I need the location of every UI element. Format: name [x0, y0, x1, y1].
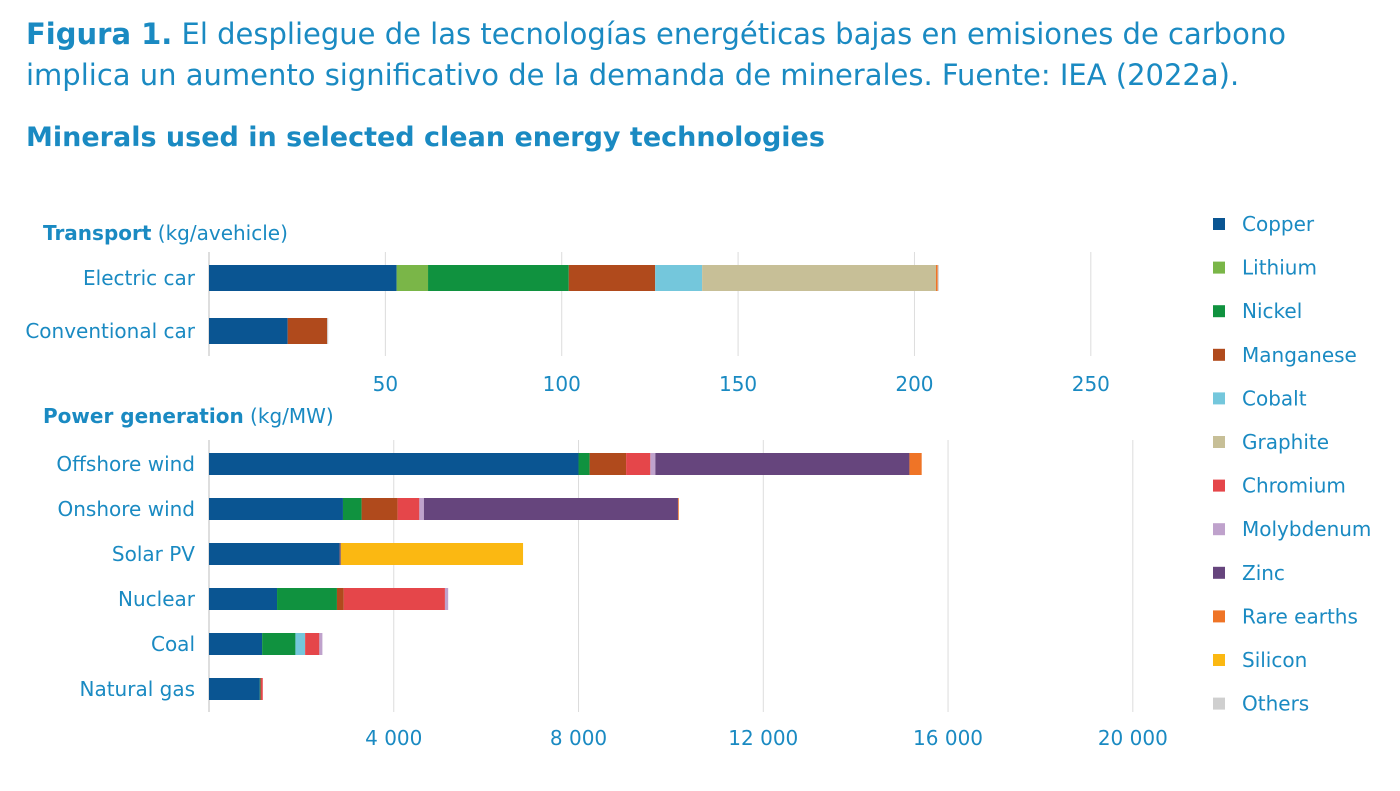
- bar-segment-solar-pv-copper: [209, 543, 340, 565]
- power-generation-tick-label: 20 000: [1098, 726, 1168, 750]
- category-label-conventional-car: Conventional car: [25, 319, 195, 343]
- figure-label: Figura 1.: [26, 17, 173, 51]
- power-generation-tick-label: 8 000: [550, 726, 607, 750]
- power-generation-tick-label: 4 000: [365, 726, 422, 750]
- figure-caption: Figura 1. El despliegue de las tecnologí…: [26, 14, 1386, 96]
- legend-swatch-chromium: [1213, 479, 1225, 492]
- bar-segment-onshore-wind-rare-earths: [677, 498, 679, 520]
- category-label-nuclear: Nuclear: [118, 587, 196, 611]
- power-generation-tick-label: 16 000: [913, 726, 983, 750]
- bar-segment-onshore-wind-chromium: [397, 498, 420, 520]
- legend-swatch-copper: [1213, 218, 1225, 230]
- legend-label-nickel: Nickel: [1242, 299, 1302, 323]
- legend-label-graphite: Graphite: [1242, 430, 1329, 454]
- chart-title: Minerals used in selected clean energy t…: [26, 122, 825, 153]
- bar-segment-offshore-wind-molybdenum: [650, 453, 656, 475]
- bar-segment-onshore-wind-copper: [209, 498, 343, 520]
- legend-swatch-zinc: [1213, 566, 1225, 579]
- bar-segment-nuclear-manganese: [336, 588, 344, 610]
- category-label-solar-pv: Solar PV: [112, 542, 195, 566]
- bar-segment-coal-copper: [209, 633, 263, 655]
- category-label-coal: Coal: [151, 632, 195, 656]
- bar-segment-offshore-wind-zinc: [655, 453, 910, 475]
- category-label-electric-car: Electric car: [83, 266, 196, 290]
- legend-label-others: Others: [1242, 692, 1309, 716]
- bar-segment-natural-gas-nickel: [259, 678, 261, 700]
- bar-segment-electric-car-nickel: [428, 265, 569, 291]
- bar-segment-offshore-wind-chromium: [626, 453, 651, 475]
- bar-segment-natural-gas-chromium: [260, 678, 263, 700]
- bar-segment-offshore-wind-copper: [209, 453, 579, 475]
- legend-swatch-cobalt: [1213, 392, 1225, 405]
- legend-swatch-manganese: [1213, 348, 1225, 361]
- bar-segment-conventional-car-others: [327, 318, 329, 344]
- transport-tick-label: 100: [543, 372, 581, 396]
- bar-segment-offshore-wind-manganese: [589, 453, 627, 475]
- power-generation-panel-title: Power generation (kg/MW): [43, 404, 334, 428]
- legend-swatch-lithium: [1213, 261, 1225, 274]
- legend-swatch-graphite: [1213, 436, 1225, 448]
- transport-panel-title: Transport (kg/avehicle): [43, 221, 288, 245]
- bar-segment-coal-cobalt: [295, 633, 306, 655]
- bar-segment-electric-car-copper: [209, 265, 397, 291]
- bar-segment-coal-chromium: [305, 633, 320, 655]
- legend-label-manganese: Manganese: [1242, 343, 1357, 367]
- legend-swatch-molybdenum: [1213, 523, 1225, 536]
- legend-swatch-nickel: [1213, 305, 1225, 318]
- bar-segment-onshore-wind-nickel: [342, 498, 362, 520]
- bar-segment-natural-gas-copper: [209, 678, 260, 700]
- bar-segment-solar-pv-silicon: [340, 543, 524, 565]
- bar-segment-nuclear-chromium: [343, 588, 445, 610]
- bar-segment-onshore-wind-zinc: [423, 498, 678, 520]
- legend-label-zinc: Zinc: [1242, 561, 1285, 585]
- bar-segment-electric-car-lithium: [396, 265, 429, 291]
- bar-segment-nuclear-molybdenum: [444, 588, 449, 610]
- bar-segment-nuclear-nickel: [277, 588, 337, 610]
- category-label-onshore-wind: Onshore wind: [58, 497, 195, 521]
- transport-tick-label: 250: [1072, 372, 1110, 396]
- bar-segment-electric-car-rare-earths: [935, 265, 938, 291]
- transport-tick-label: 200: [895, 372, 933, 396]
- bar-segment-coal-molybdenum: [319, 633, 323, 655]
- bar-segment-electric-car-manganese: [568, 265, 656, 291]
- category-label-natural-gas: Natural gas: [80, 677, 196, 701]
- figure-caption-text: El despliegue de las tecnologías energét…: [26, 17, 1286, 92]
- category-label-offshore-wind: Offshore wind: [56, 452, 195, 476]
- legend-label-chromium: Chromium: [1242, 474, 1346, 498]
- legend-swatch-silicon: [1213, 654, 1225, 666]
- bar-segment-offshore-wind-nickel: [578, 453, 590, 475]
- legend-swatch-rare-earths: [1213, 610, 1225, 623]
- bar-segment-coal-nickel: [262, 633, 296, 655]
- bar-segment-nuclear-copper: [209, 588, 278, 610]
- legend-label-molybdenum: Molybdenum: [1242, 517, 1371, 541]
- legend-label-copper: Copper: [1242, 212, 1315, 236]
- bar-segment-onshore-wind-manganese: [361, 498, 398, 520]
- transport-tick-label: 150: [719, 372, 757, 396]
- legend-label-silicon: Silicon: [1242, 648, 1307, 672]
- bar-segment-onshore-wind-molybdenum: [419, 498, 424, 520]
- power-generation-tick-label: 12 000: [728, 726, 798, 750]
- bar-segment-electric-car-others: [937, 265, 939, 291]
- bar-segment-offshore-wind-rare-earths: [909, 453, 922, 475]
- transport-tick-label: 50: [373, 372, 398, 396]
- bar-segment-electric-car-graphite: [702, 265, 936, 291]
- legend-label-lithium: Lithium: [1242, 256, 1317, 280]
- legend-swatch-others: [1213, 697, 1225, 710]
- legend-label-cobalt: Cobalt: [1242, 386, 1307, 410]
- bar-segment-conventional-car-copper: [209, 318, 288, 344]
- legend-label-rare-earths: Rare earths: [1242, 604, 1358, 628]
- bar-segment-electric-car-cobalt: [655, 265, 703, 291]
- bar-segment-conventional-car-manganese: [287, 318, 328, 344]
- bar-segment-solar-pv-zinc: [339, 543, 341, 565]
